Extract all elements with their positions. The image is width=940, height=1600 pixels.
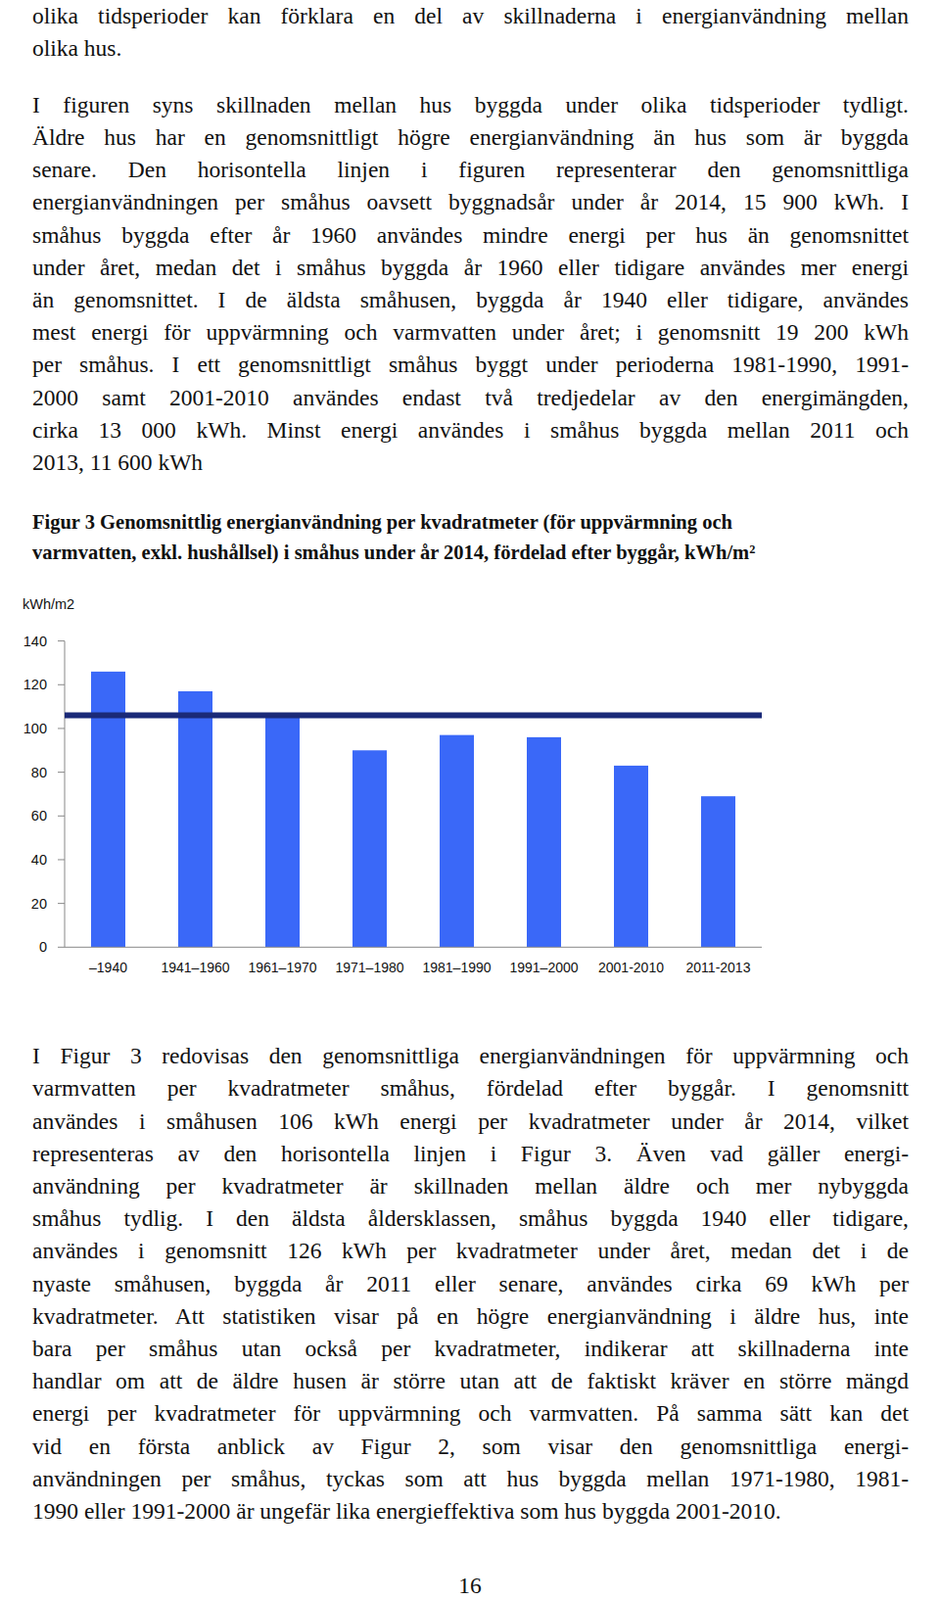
paragraph: I Figur 3 redovisas den genomsnittliga e…	[32, 1039, 909, 1528]
text-line: handlar om att de äldre husen är större …	[32, 1364, 909, 1398]
text-line: användes i genomsnitt 126 kWh per kvadra…	[32, 1234, 909, 1268]
text-line: Äldre hus har en genomsnittligt högre en…	[32, 121, 909, 154]
y-tick-label: 20	[31, 895, 47, 912]
y-tick-label: 60	[31, 807, 47, 824]
bar	[613, 765, 649, 947]
y-tick	[57, 902, 65, 904]
x-axis	[64, 946, 762, 948]
page-number: 16	[0, 1571, 940, 1599]
text-line: 2013, 11 600 kWh	[32, 446, 909, 479]
x-tick-label: 2011-2013	[686, 959, 752, 976]
bar	[352, 750, 387, 947]
text-line: cirka 13 000 kWh. Minst energi användes …	[32, 414, 909, 447]
x-tick-label: 1971–1980	[334, 959, 404, 976]
text-line: varmvatten per kvadratmeter småhus, förd…	[32, 1072, 909, 1105]
y-tick	[57, 684, 65, 686]
y-tick	[57, 858, 65, 860]
x-tick-label: –1940	[89, 959, 128, 976]
y-axis-label: kWh/m2	[22, 596, 75, 612]
page: {"paragraphs": [ {"lines": [ "olika tids…	[0, 0, 940, 1600]
y-tick-label: 120	[23, 676, 47, 693]
bar	[265, 712, 300, 947]
text-line: vid en första anblick av Figur 2, som vi…	[32, 1430, 909, 1463]
text-line: olika hus.	[32, 32, 909, 65]
x-tick-label: 2001-2010	[598, 959, 664, 976]
bar	[701, 796, 736, 947]
text-line: nyaste småhusen, byggda år 2011 eller se…	[32, 1268, 909, 1301]
text-line: än genomsnittet. I de äldsta småhusen, b…	[32, 283, 909, 317]
figure-caption: Figur 3 Genomsnittlig energianvändning p…	[32, 507, 909, 569]
text-line: I figuren syns skillnaden mellan hus byg…	[32, 89, 909, 122]
text-line: bara per småhus utan också per kvadratme…	[32, 1332, 909, 1365]
text-line: användningen per småhus, tyckas som att …	[32, 1462, 909, 1496]
text-line: småhus tydlig. I den äldsta åldersklasse…	[32, 1202, 909, 1235]
chart: kWh/m2 0 20 40 60 80 100 120 140 –1940 1941–1960 19…	[0, 577, 940, 999]
text-line: energi per kvadratmeter för uppvärmning …	[32, 1397, 909, 1430]
y-tick-label: 40	[31, 851, 47, 868]
text-line: under året, medan det i småhus byggda år…	[32, 251, 909, 284]
text-line: mest energi för uppvärmning och varmvatt…	[32, 316, 909, 349]
text-line: kvadratmeter. Att statistiken visar på e…	[32, 1300, 909, 1333]
x-tick-label: 1941–1960	[160, 959, 230, 976]
y-tick	[57, 727, 65, 729]
bars	[64, 671, 762, 947]
bar	[439, 735, 474, 948]
reference-line	[64, 712, 762, 719]
bar	[526, 737, 562, 947]
y-tick-label: 140	[23, 633, 47, 650]
text-line: olika tidsperioder kan förklara en del a…	[32, 0, 909, 33]
bar	[178, 691, 213, 947]
text-line: 2000 samt 2001-2010 användes endast två …	[32, 381, 909, 415]
caption-line: varmvatten, exkl. hushållsel) i småhus u…	[32, 537, 909, 568]
text-line: småhus byggda efter år 1960 användes min…	[32, 219, 909, 252]
paragraph: olika tidsperioder kan förklara en del a…	[32, 0, 909, 65]
text-line: användning per kvadratmeter är skillnade…	[32, 1170, 909, 1203]
text-line: I Figur 3 redovisas den genomsnittliga e…	[32, 1039, 909, 1073]
text-line: användes i småhusen 106 kWh energi per k…	[32, 1105, 909, 1138]
x-tick-label: 1991–2000	[509, 959, 578, 976]
text-line: per småhus. I ett genomsnittligt småhus …	[32, 348, 909, 381]
x-tick-label: 1981–1990	[422, 959, 491, 976]
text-line: senare. Den horisontella linjen i figure…	[32, 153, 909, 187]
text-line: energianvändningen per småhus oavsett by…	[32, 186, 909, 219]
text-line: representeras av den horisontella linjen…	[32, 1137, 909, 1171]
text-line: 1990 eller 1991-2000 är ungefär lika ene…	[32, 1495, 909, 1528]
y-tick-label: 0	[39, 939, 47, 955]
x-tick-label: 1961–1970	[247, 959, 317, 976]
y-tick	[57, 946, 65, 948]
y-tick-label: 80	[31, 764, 47, 781]
y-axis	[64, 641, 66, 948]
paragraph: I figuren syns skillnaden mellan hus byg…	[32, 89, 909, 479]
caption-line: Figur 3 Genomsnittlig energianvändning p…	[32, 507, 909, 538]
y-tick	[57, 771, 65, 773]
y-tick-label: 100	[23, 720, 47, 737]
y-tick	[57, 640, 65, 642]
y-tick	[57, 815, 65, 817]
